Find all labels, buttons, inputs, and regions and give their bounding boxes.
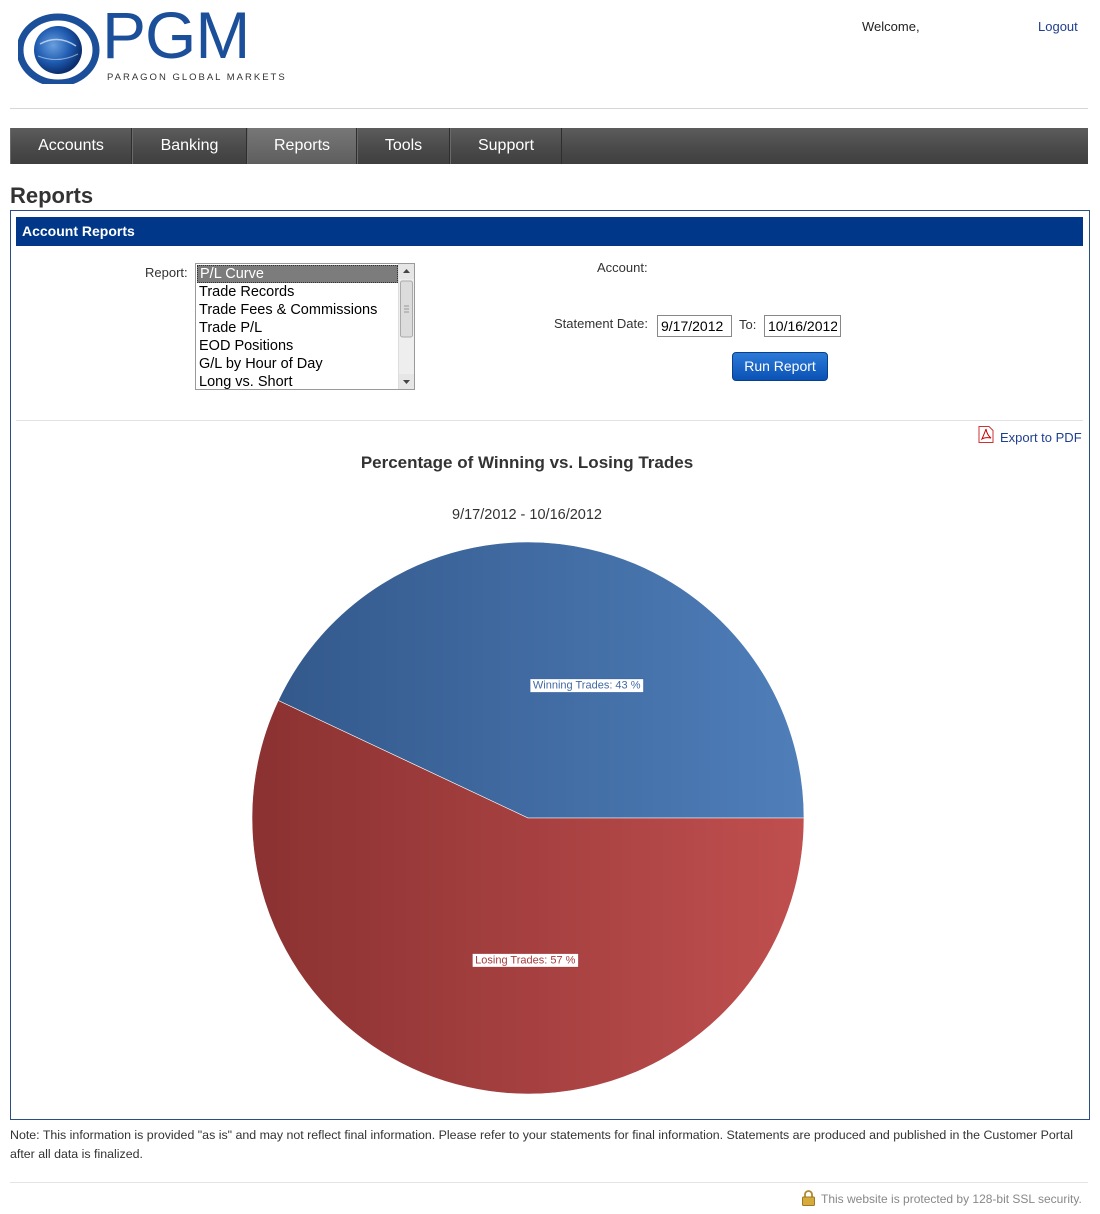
report-label: Report: — [145, 265, 188, 280]
scrollbar-arrows-icon — [399, 264, 414, 389]
export-pdf-label[interactable]: Export to PDF — [1000, 430, 1082, 445]
tab-banking[interactable]: Banking — [132, 128, 247, 164]
chart-subtitle: 9/17/2012 - 10/16/2012 — [452, 507, 602, 523]
globe-logo-icon — [18, 13, 100, 84]
pie-data-label: Losing Trades: 57 % — [471, 952, 580, 968]
pie-label-box — [529, 678, 645, 694]
report-option[interactable]: P/L Curve — [197, 265, 398, 283]
chart-title: Percentage of Winning vs. Losing Trades — [360, 453, 694, 472]
date-to-input[interactable] — [764, 315, 841, 337]
report-panel — [10, 210, 1090, 1120]
main-nav: Accounts Banking Reports Tools Support — [10, 128, 1088, 164]
statement-date-label: Statement Date: — [554, 316, 648, 331]
report-option[interactable]: Trade P/L — [199, 320, 263, 336]
ssl-text: This website is protected by 128-bit SSL… — [821, 1192, 1082, 1206]
disclaimer-note: Note: This information is provided "as i… — [10, 1128, 1073, 1161]
tab-accounts[interactable]: Accounts — [10, 128, 132, 164]
run-report-button[interactable]: Run Report — [732, 352, 828, 381]
pgm-logo: PGM PARAGON GLOBAL MARKETS — [18, 2, 288, 86]
account-label: Account: — [597, 260, 648, 275]
tab-tools[interactable]: Tools — [357, 128, 450, 164]
report-option[interactable]: EOD Positions — [199, 338, 294, 354]
pdf-icon — [978, 426, 994, 443]
logout-link[interactable]: Logout — [1038, 19, 1078, 34]
tab-reports[interactable]: Reports — [247, 128, 357, 164]
welcome-text: Welcome, — [862, 19, 920, 34]
brand-name: PGM — [102, 0, 250, 72]
brand-tagline: PARAGON GLOBAL MARKETS — [107, 72, 287, 83]
header-divider — [10, 108, 1088, 109]
lock-icon — [802, 1190, 815, 1206]
report-option[interactable]: Long vs. Short — [199, 374, 293, 390]
report-option[interactable]: Trade Records — [199, 284, 295, 300]
pie-label-text: Winning Trades: 43 % — [533, 680, 641, 692]
section-divider — [16, 420, 1083, 421]
report-listbox[interactable]: P/L Curve Trade Records Trade Fees & Com… — [195, 263, 415, 390]
date-from-input[interactable] — [657, 315, 732, 337]
pie-data-label: Winning Trades: 43 % — [529, 678, 645, 694]
ssl-notice: This website is protected by 128-bit SSL… — [800, 1188, 1088, 1208]
report-option[interactable]: Trade Fees & Commissions — [199, 302, 378, 318]
to-label: To: — [739, 317, 757, 332]
footer-divider — [10, 1182, 1088, 1183]
pie-label-text: Losing Trades: 57 % — [475, 954, 576, 966]
page-title: Reports — [10, 183, 94, 208]
pie-chart: Winning Trades: 43 % Losing Trades: 57 % — [251, 541, 805, 1095]
listbox-scrollbar[interactable] — [398, 264, 414, 389]
pie-slice-losing-trades — [251, 700, 805, 1095]
panel-header: Account Reports — [16, 217, 1083, 246]
report-option[interactable]: G/L by Hour of Day — [199, 356, 323, 372]
tab-support[interactable]: Support — [450, 128, 562, 164]
pie-label-box — [471, 952, 580, 968]
